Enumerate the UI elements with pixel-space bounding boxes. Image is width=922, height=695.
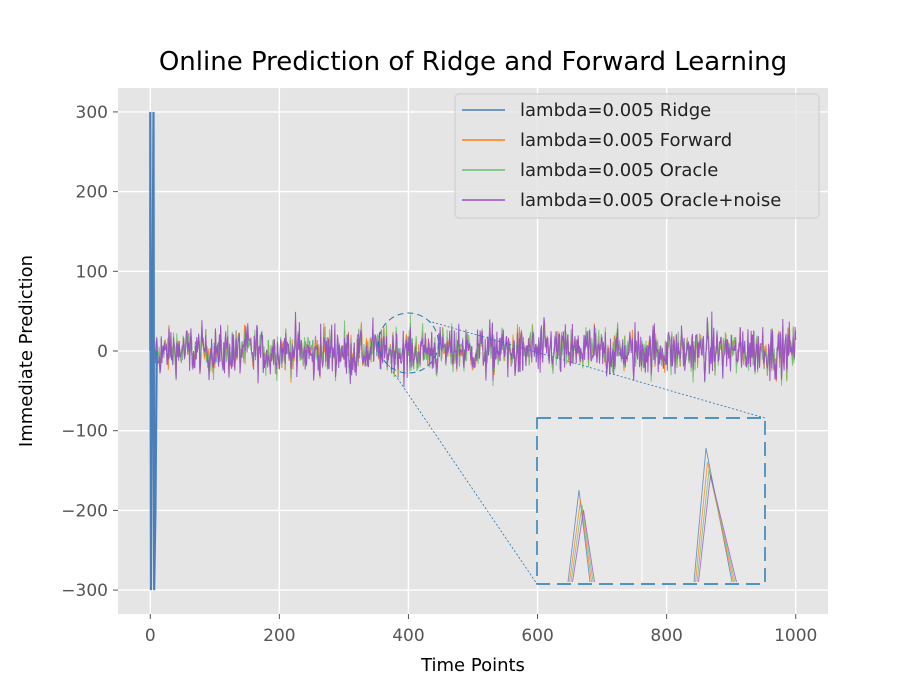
y-tick-label: −200 bbox=[61, 501, 108, 521]
x-tick-label: 200 bbox=[263, 626, 295, 646]
legend-label-ridge: lambda=0.005 Ridge bbox=[520, 100, 711, 121]
legend-label-forward: lambda=0.005 Forward bbox=[520, 130, 732, 151]
y-tick-label: 0 bbox=[97, 342, 108, 362]
zoom-circle bbox=[377, 312, 439, 374]
x-axis-label: Time Points bbox=[420, 655, 525, 676]
data-lines bbox=[149, 111, 797, 591]
legend-label-oracle: lambda=0.005 Oracle bbox=[520, 160, 718, 181]
zoom-peak-0-2 bbox=[570, 504, 594, 583]
x-tick-label: 600 bbox=[521, 626, 553, 646]
chart-title: Online Prediction of Ridge and Forward L… bbox=[159, 47, 787, 77]
legend: lambda=0.005 Ridge lambda=0.005 Forward … bbox=[454, 93, 820, 219]
zoom-peak-0-1 bbox=[569, 499, 592, 583]
series-line-3 bbox=[149, 311, 797, 387]
legend-box bbox=[454, 93, 820, 219]
zoom-peak-0-3 bbox=[572, 509, 595, 583]
y-axis-label: Immediate Prediction bbox=[16, 255, 37, 447]
zoom-peak-1-1 bbox=[695, 461, 734, 583]
x-tick-label: 1000 bbox=[774, 626, 817, 646]
zoom-peak-1-3 bbox=[698, 474, 737, 583]
y-tick-label: −300 bbox=[61, 581, 108, 601]
zoom-connector-bottom bbox=[388, 364, 538, 585]
zoom-peak-0-0 bbox=[567, 489, 591, 583]
x-tick-label: 0 bbox=[145, 626, 156, 646]
x-tick-label: 400 bbox=[392, 626, 424, 646]
zoom-peak-1-0 bbox=[693, 447, 733, 583]
x-tick-label: 800 bbox=[650, 626, 682, 646]
y-tick-label: 200 bbox=[76, 183, 108, 203]
y-tick-label: 300 bbox=[76, 103, 108, 123]
zoom-inset bbox=[377, 312, 766, 585]
y-tick-label: −100 bbox=[61, 422, 108, 442]
y-tick-label: 100 bbox=[76, 262, 108, 282]
zoom-peak-1-2 bbox=[696, 469, 736, 583]
ridge-spike-path bbox=[149, 111, 158, 591]
legend-label-oracle-noise: lambda=0.005 Oracle+noise bbox=[520, 190, 781, 211]
